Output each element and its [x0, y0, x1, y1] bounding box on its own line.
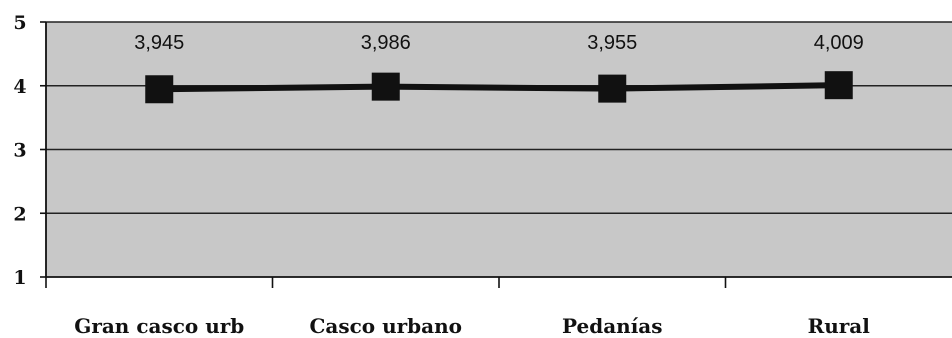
- y-tick-label-4: 4: [13, 76, 26, 98]
- x-axis-ticks: Gran casco urb Casco urbano Pedanías Rural: [45, 277, 871, 338]
- y-tick-label-1: 1: [13, 267, 26, 289]
- x-tick-label-1: Casco urbano: [309, 314, 462, 338]
- data-labels: 3,945 3,986 3,955 4,009: [134, 32, 864, 54]
- data-point-0: [145, 75, 174, 104]
- x-tick-label-0: Gran casco urb: [74, 314, 244, 338]
- y-tick-label-5: 5: [13, 12, 26, 34]
- data-point-2: [598, 74, 627, 103]
- x-tick-label-3: Rural: [808, 314, 871, 338]
- data-point-1: [371, 72, 400, 101]
- y-tick-label-3: 3: [13, 140, 26, 162]
- y-tick-label-2: 2: [13, 203, 26, 225]
- data-point-3: [824, 71, 853, 100]
- data-label-3: 4,009: [814, 32, 864, 54]
- data-label-0: 3,945: [134, 32, 184, 54]
- x-tick-label-2: Pedanías: [562, 314, 663, 338]
- series-line: [159, 82, 839, 93]
- data-label-2: 3,955: [587, 32, 637, 54]
- series: [145, 71, 853, 104]
- data-label-1: 3,986: [361, 32, 411, 54]
- y-axis-ticks: 1 2 3 4 5: [13, 12, 46, 289]
